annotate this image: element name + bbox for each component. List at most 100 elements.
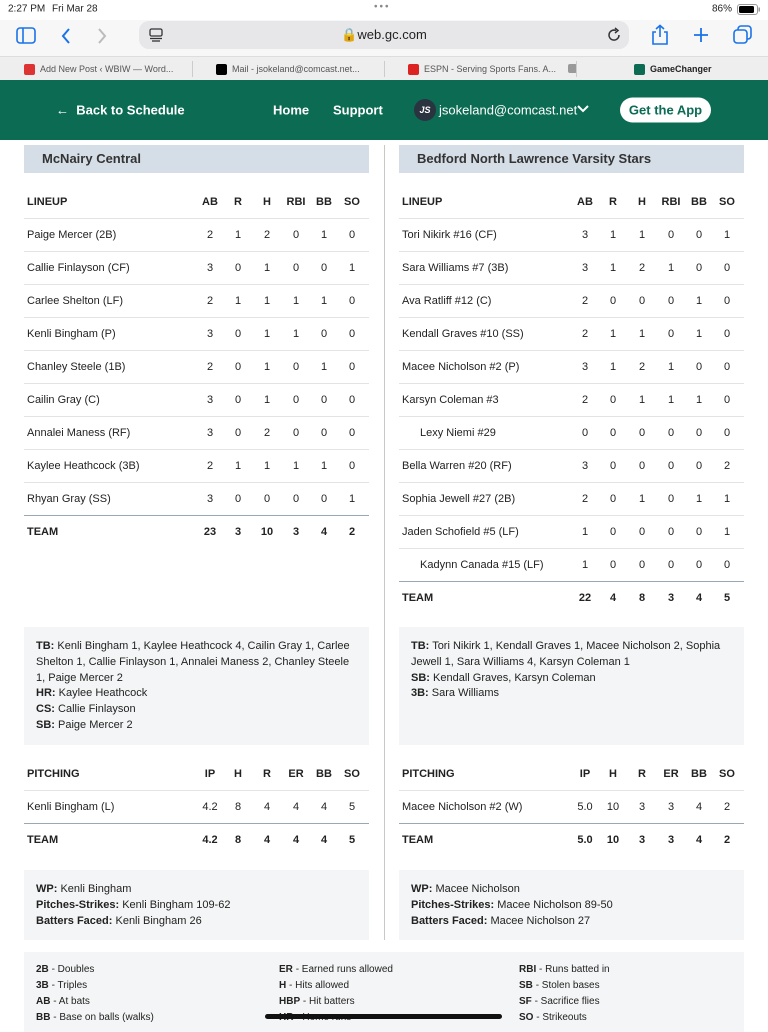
note-label: WP:	[411, 883, 433, 895]
stat: 1	[638, 492, 646, 505]
stat: 3	[667, 800, 675, 813]
note-label: HR:	[36, 687, 56, 700]
stat: 1	[263, 459, 271, 472]
stat: 1	[348, 261, 356, 274]
back-button[interactable]	[60, 27, 72, 45]
column-header: AB	[577, 195, 593, 208]
stat: 1	[234, 228, 242, 241]
reload-button[interactable]	[606, 27, 622, 43]
stat: 1	[263, 327, 271, 340]
column-header: R	[263, 767, 271, 780]
note: SB: Paige Mercer 2	[36, 718, 357, 734]
note-text: Kenli Bingham 26	[115, 914, 202, 927]
account-email[interactable]: jsokeland@comcast.net	[439, 102, 578, 118]
home-link[interactable]: Home	[273, 102, 310, 118]
dots: •••	[374, 1, 391, 13]
player-name: Chanley Steele (1B)	[27, 360, 126, 373]
legend-key: SB	[519, 980, 533, 991]
note: 3B: Sara Williams	[411, 686, 732, 702]
stat: 2	[638, 360, 646, 373]
team-stat: 5.0	[577, 833, 593, 846]
address-bar[interactable]: 🔒web.gc.com	[139, 21, 629, 49]
row-rule	[24, 218, 369, 219]
team-stat: 3	[667, 833, 675, 846]
url: 🔒web.gc.com	[341, 27, 427, 42]
stat: 0	[638, 426, 646, 439]
column-header: SO	[344, 767, 360, 780]
column-header: H	[638, 195, 646, 208]
legend-desc: - Base on balls (walks)	[53, 1012, 154, 1023]
new-tab-button[interactable]	[692, 26, 710, 44]
tab[interactable]: GameChanger	[576, 57, 768, 81]
stat: 0	[609, 492, 617, 505]
column-header: PITCHING	[402, 767, 455, 780]
tab-close[interactable]	[568, 64, 577, 73]
stat: 3	[206, 393, 214, 406]
stat: 0	[695, 228, 703, 241]
column-header: AB	[202, 195, 218, 208]
row-rule	[399, 790, 744, 791]
stat: 2	[581, 294, 589, 307]
share-button[interactable]	[651, 24, 669, 46]
stat: 0	[320, 492, 328, 505]
stat: 1	[667, 360, 675, 373]
stat: 2	[581, 327, 589, 340]
stat: 1	[695, 327, 703, 340]
stat: 1	[263, 360, 271, 373]
account-chevron[interactable]	[577, 105, 589, 114]
tab-separator	[384, 61, 385, 77]
stat: 0	[667, 459, 675, 472]
back-link[interactable]: ← Back to Schedule	[56, 102, 185, 118]
column-header: LINEUP	[402, 195, 443, 208]
column-header: IP	[204, 767, 216, 780]
notes: WP: Macee Nicholson Pitches-Strikes: Mace…	[399, 870, 744, 940]
tab-title: GameChanger	[650, 64, 712, 74]
forward-button[interactable]	[96, 27, 108, 45]
legend-key: ER	[279, 964, 293, 975]
player-name: Lexy Niemi #29	[420, 426, 496, 439]
stat: 0	[723, 558, 731, 571]
legend-key: H	[279, 980, 287, 991]
get-app-button[interactable]: Get the App	[620, 97, 711, 123]
stat: 0	[320, 426, 328, 439]
legend-entry: 2B - Doubles	[36, 962, 94, 978]
avatar[interactable]: JS	[414, 99, 436, 121]
team-stat: 4	[263, 833, 271, 846]
team-stat: 4	[609, 591, 617, 604]
note: HR: Kaylee Heathcock	[36, 686, 357, 702]
tabs-button[interactable]	[733, 25, 753, 45]
column-header: BB	[691, 767, 707, 780]
team-label: TEAM	[402, 591, 434, 604]
stat: 1	[609, 261, 617, 274]
tab[interactable]: ESPN - Serving Sports Fans. A...	[384, 57, 577, 81]
sidebar-button[interactable]	[16, 27, 36, 44]
note: SB: Kendall Graves, Karsyn Coleman	[411, 671, 732, 687]
stat: 3	[206, 261, 214, 274]
legend-desc: - Earned runs allowed	[295, 964, 393, 975]
tab[interactable]: Add New Post ‹ WBIW — Word...	[0, 57, 192, 81]
support-link[interactable]: Support	[333, 102, 383, 118]
stat: 1	[695, 294, 703, 307]
note-text: Macee Nicholson 27	[490, 914, 591, 927]
stat: 0	[723, 327, 731, 340]
note-label: SB:	[411, 671, 430, 684]
team-stat: 10	[260, 525, 274, 538]
tab[interactable]: Mail - jsokeland@comcast.net...	[192, 57, 384, 81]
stat: 0	[667, 426, 675, 439]
note: TB: Tori Nikirk 1, Kendall Graves 1, Mac…	[411, 639, 732, 671]
team-stat: 2	[348, 525, 356, 538]
stat: 2	[206, 360, 214, 373]
legend-key: SF	[519, 996, 532, 1007]
row-rule	[24, 350, 369, 351]
stat: 1	[263, 294, 271, 307]
stat: 4.2	[202, 800, 218, 813]
stat: 0	[292, 492, 300, 505]
note-text: Kenli Bingham 1, Kaylee Heathcock 4, Cai…	[36, 640, 350, 684]
stat: 0	[609, 558, 617, 571]
row-rule	[24, 416, 369, 417]
stat: 0	[609, 294, 617, 307]
row-rule	[24, 449, 369, 450]
column-header: BB	[691, 195, 707, 208]
legend-key: RBI	[519, 964, 537, 975]
legend-desc: - Hit batters	[302, 996, 355, 1007]
